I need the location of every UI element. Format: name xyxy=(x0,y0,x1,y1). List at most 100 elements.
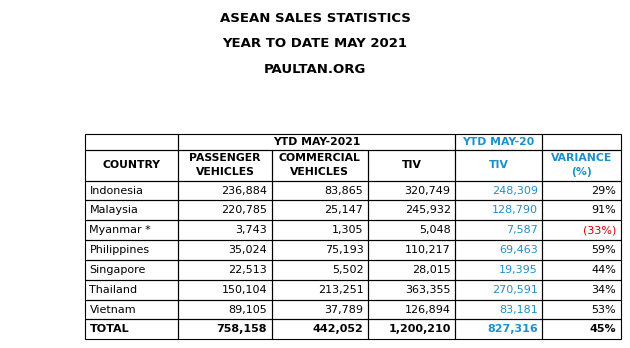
Text: 220,785: 220,785 xyxy=(221,205,267,215)
Text: YTD MAY-2021: YTD MAY-2021 xyxy=(273,137,360,147)
Bar xyxy=(455,150,542,181)
Text: 5,502: 5,502 xyxy=(332,265,364,275)
Bar xyxy=(272,150,368,181)
Text: 236,884: 236,884 xyxy=(221,185,267,196)
Bar xyxy=(272,181,368,200)
Text: VARIANCE
(%): VARIANCE (%) xyxy=(551,153,612,177)
Text: 442,052: 442,052 xyxy=(312,324,364,334)
Bar xyxy=(85,300,178,319)
Text: YEAR TO DATE MAY 2021: YEAR TO DATE MAY 2021 xyxy=(222,37,408,49)
Text: 28,015: 28,015 xyxy=(412,265,450,275)
Bar xyxy=(85,220,178,240)
Bar xyxy=(368,260,455,280)
Bar xyxy=(178,319,272,339)
Text: 1,200,210: 1,200,210 xyxy=(388,324,450,334)
Text: 3,743: 3,743 xyxy=(236,225,267,235)
Bar xyxy=(542,240,621,260)
Text: 270,591: 270,591 xyxy=(492,285,538,295)
Text: Singapore: Singapore xyxy=(89,265,146,275)
Bar xyxy=(178,280,272,300)
Text: Thailand: Thailand xyxy=(89,285,137,295)
Text: 34%: 34% xyxy=(592,285,616,295)
Text: Philippines: Philippines xyxy=(89,245,149,255)
Text: Indonesia: Indonesia xyxy=(89,185,144,196)
Text: 320,749: 320,749 xyxy=(404,185,450,196)
Bar xyxy=(85,150,178,181)
Bar xyxy=(85,134,178,150)
Text: 59%: 59% xyxy=(592,245,616,255)
Bar xyxy=(542,200,621,220)
Text: COMMERCIAL
VEHICLES: COMMERCIAL VEHICLES xyxy=(278,153,360,177)
Text: 25,147: 25,147 xyxy=(324,205,364,215)
Bar xyxy=(542,181,621,200)
Text: 213,251: 213,251 xyxy=(318,285,364,295)
Text: 827,316: 827,316 xyxy=(487,324,538,334)
Text: 150,104: 150,104 xyxy=(222,285,267,295)
Bar xyxy=(178,150,272,181)
Text: 44%: 44% xyxy=(592,265,616,275)
Bar xyxy=(455,220,542,240)
Bar xyxy=(272,240,368,260)
Bar xyxy=(272,200,368,220)
Bar xyxy=(85,280,178,300)
Bar xyxy=(368,200,455,220)
Text: 19,395: 19,395 xyxy=(499,265,538,275)
Bar xyxy=(455,200,542,220)
Text: 69,463: 69,463 xyxy=(499,245,538,255)
Text: 1,305: 1,305 xyxy=(332,225,364,235)
Bar xyxy=(368,220,455,240)
Text: PASSENGER
VEHICLES: PASSENGER VEHICLES xyxy=(189,153,261,177)
Bar xyxy=(85,240,178,260)
Bar xyxy=(368,181,455,200)
Text: 37,789: 37,789 xyxy=(324,304,364,315)
Bar xyxy=(85,260,178,280)
Bar xyxy=(178,220,272,240)
Text: 245,932: 245,932 xyxy=(404,205,450,215)
Bar xyxy=(368,280,455,300)
Bar xyxy=(455,280,542,300)
Bar xyxy=(455,260,542,280)
Bar xyxy=(455,181,542,200)
Text: 7,587: 7,587 xyxy=(506,225,538,235)
Bar xyxy=(455,240,542,260)
Text: 83,181: 83,181 xyxy=(499,304,538,315)
Text: 89,105: 89,105 xyxy=(229,304,267,315)
Bar xyxy=(272,220,368,240)
Text: 53%: 53% xyxy=(592,304,616,315)
Text: TOTAL: TOTAL xyxy=(89,324,129,334)
Text: 29%: 29% xyxy=(592,185,616,196)
Text: PAULTAN.ORG: PAULTAN.ORG xyxy=(264,63,366,76)
Text: TIV: TIV xyxy=(489,160,508,170)
Bar xyxy=(455,134,542,150)
Text: 758,158: 758,158 xyxy=(217,324,267,334)
Bar xyxy=(542,300,621,319)
Bar xyxy=(455,319,542,339)
Text: COUNTRY: COUNTRY xyxy=(103,160,161,170)
Text: TIV: TIV xyxy=(401,160,421,170)
Text: (33%): (33%) xyxy=(583,225,616,235)
Bar xyxy=(178,300,272,319)
Text: 45%: 45% xyxy=(590,324,616,334)
Text: 75,193: 75,193 xyxy=(324,245,364,255)
Text: Malaysia: Malaysia xyxy=(89,205,139,215)
Bar xyxy=(542,134,621,150)
Bar xyxy=(542,220,621,240)
Bar xyxy=(178,200,272,220)
Text: ASEAN SALES STATISTICS: ASEAN SALES STATISTICS xyxy=(220,12,410,25)
Bar xyxy=(178,260,272,280)
Text: 83,865: 83,865 xyxy=(324,185,364,196)
Bar xyxy=(368,300,455,319)
Bar xyxy=(178,181,272,200)
Text: YTD MAY-20: YTD MAY-20 xyxy=(462,137,535,147)
Text: 126,894: 126,894 xyxy=(404,304,450,315)
Text: Vietnam: Vietnam xyxy=(89,304,136,315)
Bar xyxy=(368,319,455,339)
Text: 91%: 91% xyxy=(592,205,616,215)
Bar xyxy=(455,300,542,319)
Text: 363,355: 363,355 xyxy=(405,285,450,295)
Bar xyxy=(178,134,455,150)
Bar xyxy=(85,319,178,339)
Bar xyxy=(178,240,272,260)
Bar xyxy=(272,300,368,319)
Text: Myanmar *: Myanmar * xyxy=(89,225,151,235)
